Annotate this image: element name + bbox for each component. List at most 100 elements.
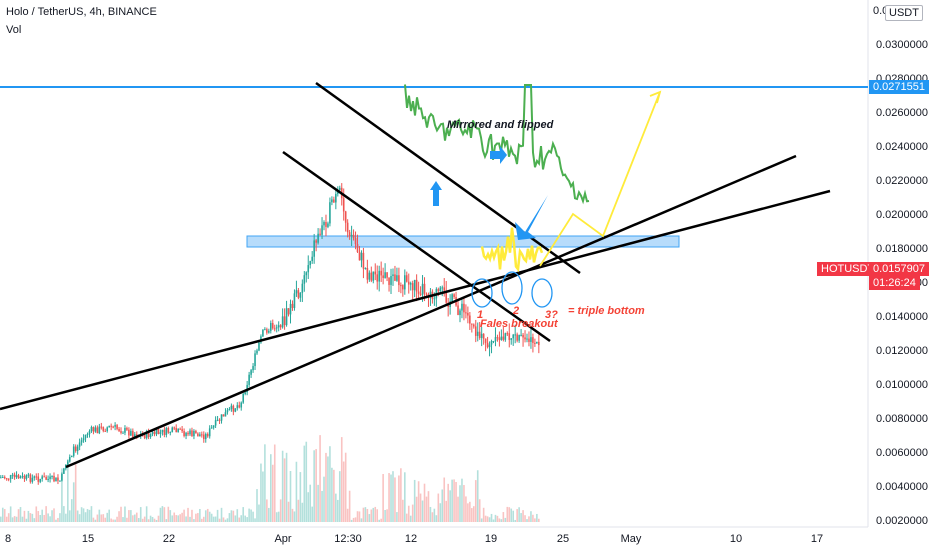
volume-bar [494, 514, 497, 522]
candle-body [238, 405, 241, 408]
candle-body [63, 468, 65, 474]
candle-body [480, 333, 483, 338]
candle-body [376, 274, 379, 282]
volume-bar [189, 516, 191, 522]
price-tick-label: 0.0100000 [876, 379, 928, 391]
volume-bar [530, 511, 532, 522]
candle-body [323, 222, 325, 226]
annotation-false-breakout: Fales breakout [480, 318, 559, 330]
candle-body [453, 294, 455, 298]
volume-bar [1, 507, 4, 522]
time-tick-label: 19 [485, 533, 497, 545]
time-axis[interactable]: 8 15 22 Apr 12:30 12 19 25 May 10 17 [5, 533, 823, 545]
volume-bar [13, 516, 16, 522]
candle-body [482, 333, 485, 339]
candle-body [82, 438, 85, 441]
volume-bar [301, 502, 304, 522]
candle-body [191, 430, 193, 437]
symbol-title: Holo / TetherUS, 4h, BINANCE [6, 6, 157, 18]
currency-selector-button[interactable]: USDT [885, 5, 923, 21]
candle-body [346, 222, 349, 233]
candle-body [518, 334, 520, 341]
volume-bar [472, 506, 475, 522]
candle-body [120, 431, 122, 433]
candle-body [161, 429, 164, 433]
volume-bar [518, 507, 520, 522]
volume-bar [398, 475, 400, 522]
volume-bar [0, 516, 2, 522]
candle-body [500, 336, 503, 340]
price-tick-label: 0.0080000 [876, 413, 928, 425]
volume-bar [490, 513, 493, 522]
time-tick-label: 12 [405, 533, 417, 545]
volume-bar [283, 458, 286, 522]
volume-bar [423, 483, 426, 522]
candle-body [212, 425, 215, 428]
volume-bar [455, 482, 457, 522]
volume-bar [500, 519, 503, 522]
volume-bar [65, 513, 67, 522]
candle-body [45, 477, 47, 480]
volume-bar [504, 517, 507, 522]
volume-bar [471, 508, 473, 522]
candle-body [94, 427, 97, 432]
time-tick-label: May [621, 533, 642, 545]
volume-bar [299, 472, 302, 522]
candle-body [524, 337, 526, 340]
volume-bar [212, 516, 215, 522]
volume-bar [31, 513, 34, 522]
candle-body [327, 223, 329, 227]
volume-bar [534, 518, 536, 522]
price-tick-label: 0.0200000 [876, 209, 928, 221]
candle-body [307, 265, 310, 273]
candle-body [299, 292, 302, 298]
candle-body [362, 252, 365, 269]
candle-body [3, 476, 6, 479]
candle-body [49, 476, 51, 479]
volume-bar [270, 454, 272, 522]
volume-bar [333, 469, 335, 522]
candle-body [149, 433, 152, 437]
volume-bar [202, 516, 205, 522]
volume-bar [163, 507, 166, 522]
volume-bar [453, 479, 455, 522]
candle-body [201, 434, 203, 436]
down-arrow-icon [515, 195, 548, 240]
candle-body [419, 293, 422, 295]
candle-body [486, 342, 489, 348]
candle-body [504, 333, 507, 340]
volume-bar [394, 477, 396, 522]
candle-body [80, 440, 83, 443]
volume-bar [431, 512, 434, 522]
volume-bar [492, 519, 495, 522]
candle-body [467, 312, 469, 316]
candle-body [413, 279, 416, 291]
volume-bar [74, 464, 77, 522]
volume-bar [216, 509, 219, 522]
volume-bar [449, 490, 451, 522]
volume-bar [433, 508, 436, 522]
price-axis[interactable]: 0.03000000.02800000.02600000.02400000.02… [876, 39, 932, 555]
candle-body [293, 293, 296, 308]
candle-body [222, 414, 225, 417]
volume-bar [55, 519, 57, 522]
candle-body [463, 303, 465, 313]
volume-bar [305, 441, 308, 522]
candle-body [173, 427, 176, 429]
candle-body [167, 428, 170, 433]
candle-body [526, 338, 528, 340]
candle-body [11, 474, 14, 476]
volume-bar [396, 512, 398, 522]
candle-body [96, 427, 99, 434]
candle-body [206, 434, 209, 437]
volume-bar [344, 452, 347, 522]
annotation-mirrored: Mirrored and flipped [447, 119, 554, 131]
volume-bar [167, 506, 170, 522]
volume-bar [262, 471, 264, 522]
candle-body [407, 281, 410, 285]
volume-bar [309, 484, 312, 522]
volume-bar [41, 509, 43, 522]
time-tick-label: 10 [730, 533, 742, 545]
volume-bar [210, 513, 213, 522]
